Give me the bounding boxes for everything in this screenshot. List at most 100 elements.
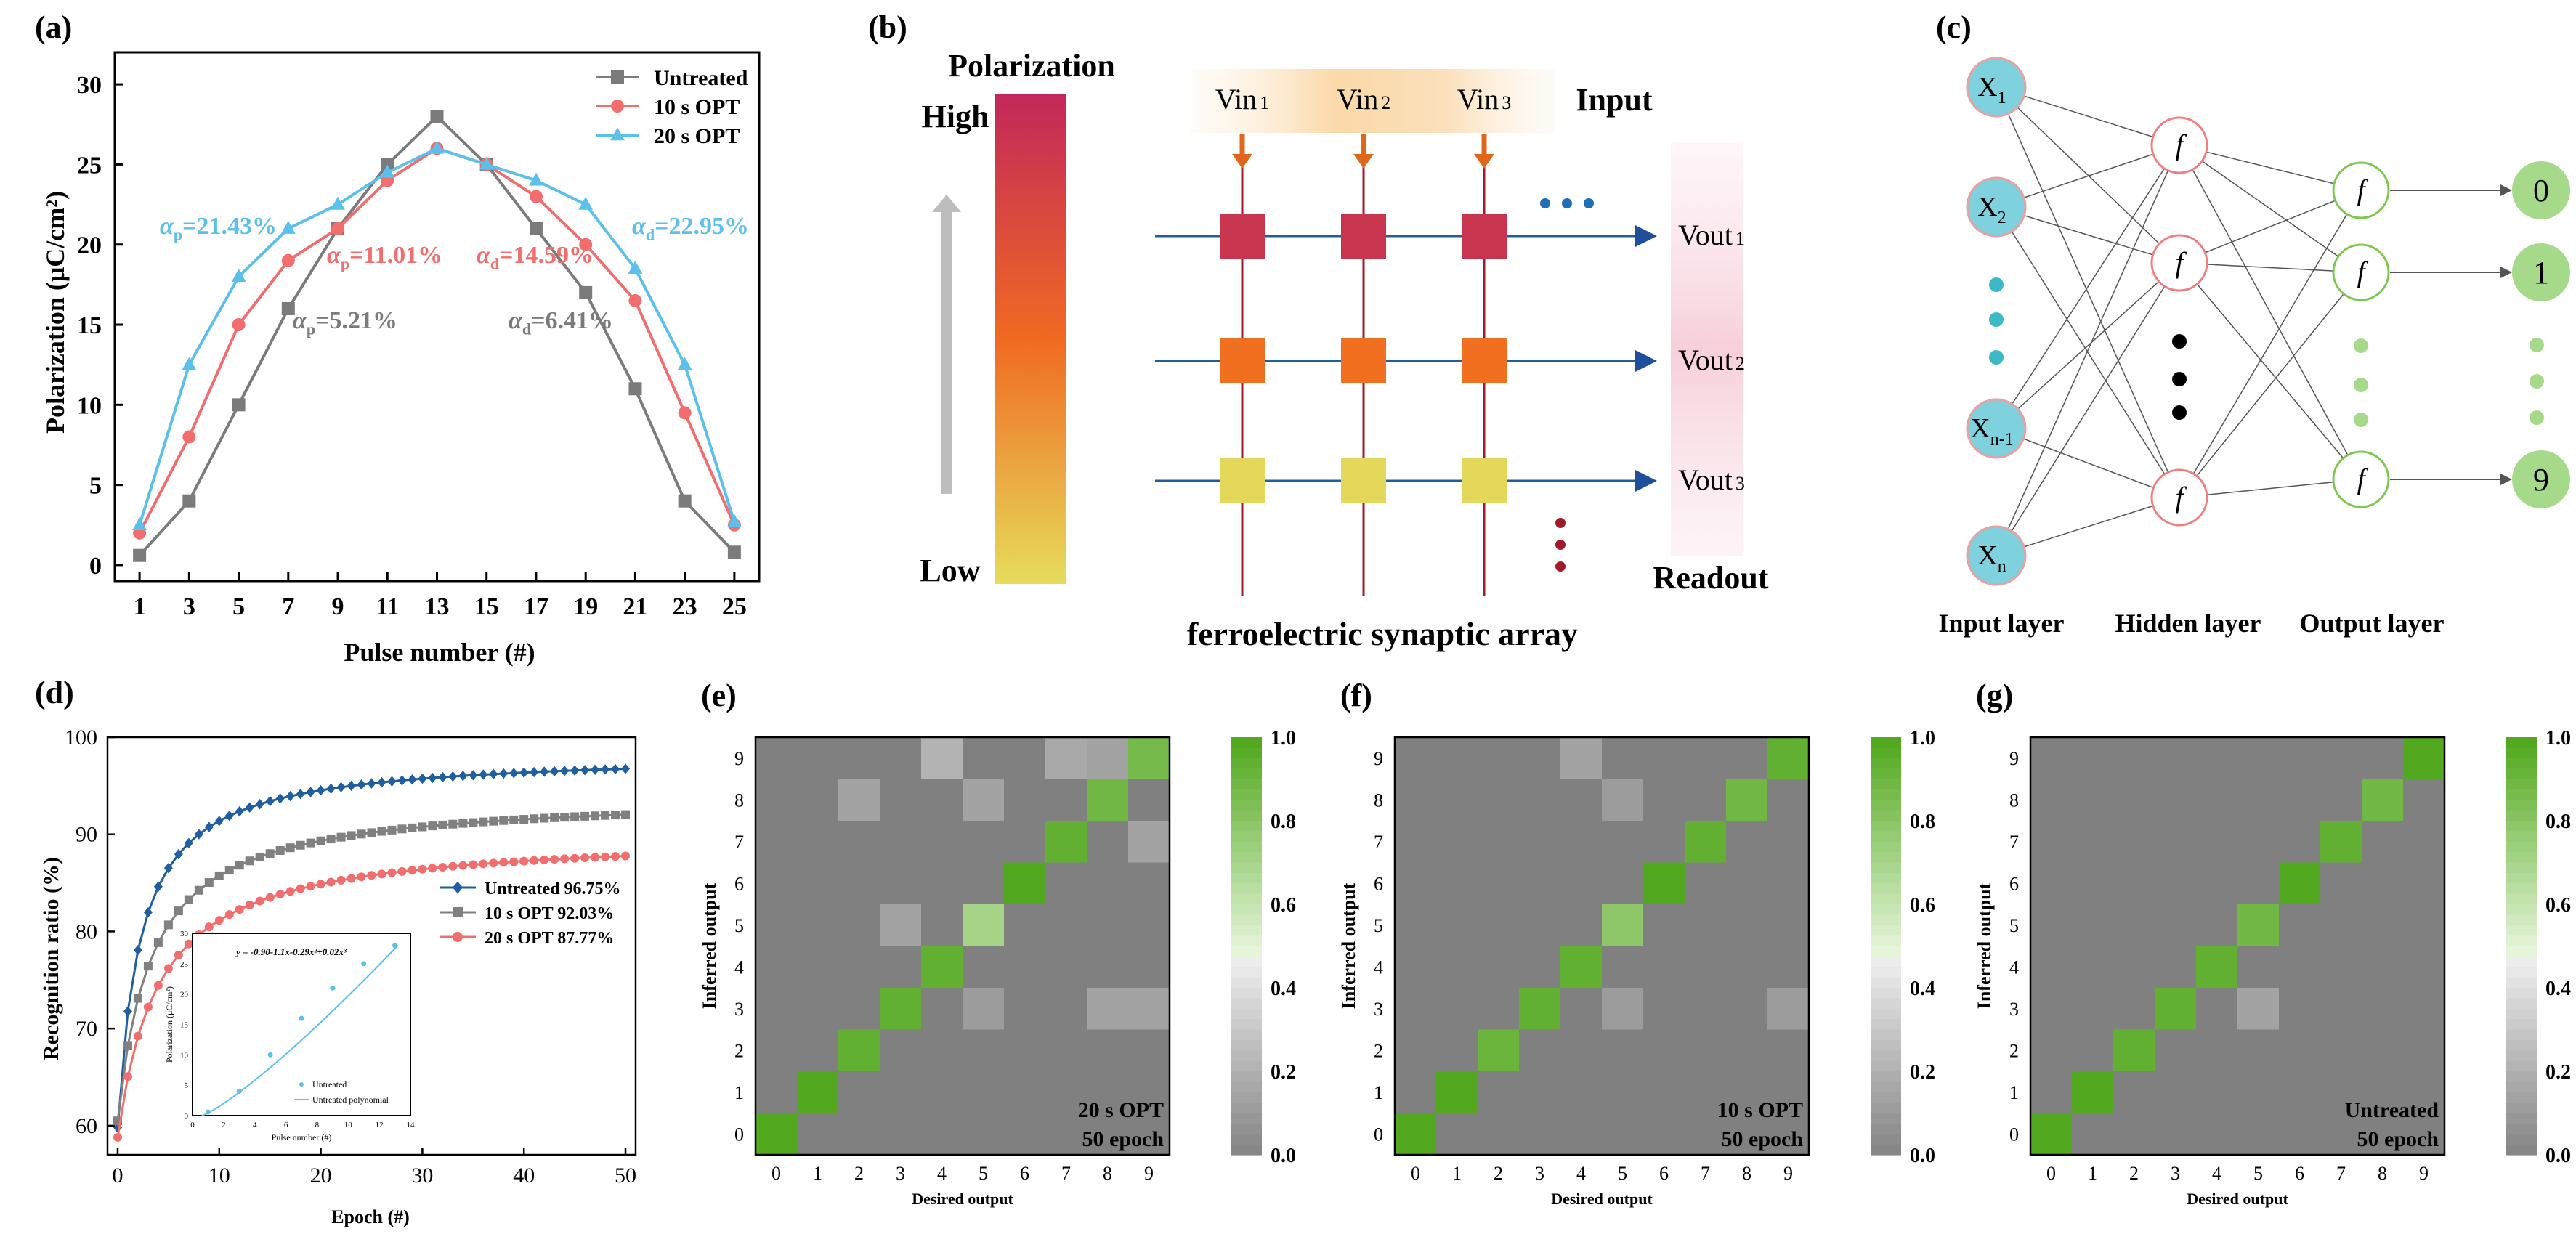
data-point — [448, 771, 458, 782]
connection — [1996, 86, 2180, 146]
data-point — [232, 398, 246, 412]
synaptic-cell — [1220, 214, 1265, 259]
data-point — [326, 835, 336, 844]
data-point — [143, 906, 153, 918]
array-caption: ferroelectric synaptic array — [1187, 615, 1578, 652]
data-point — [357, 829, 366, 839]
colorbar-segment — [1231, 977, 1262, 989]
inset-data-point — [267, 1052, 273, 1058]
data-point — [408, 774, 417, 785]
legend-label: 20 s OPT 87.77% — [485, 929, 614, 948]
data-point — [570, 853, 580, 863]
x-tick-label: 25 — [722, 593, 747, 620]
colorbar-segment — [1871, 789, 1901, 800]
data-point — [357, 779, 366, 790]
y-tick-label: 7 — [1374, 832, 1383, 853]
data-point — [580, 765, 590, 776]
matrix-cell-diagonal — [880, 988, 921, 1030]
y-tick-label: 5 — [1374, 915, 1383, 936]
colorbar-segment — [2506, 977, 2537, 989]
colorbar-segment — [1871, 831, 1901, 843]
colorbar-segment — [1231, 1123, 1262, 1134]
hidden-node — [2150, 234, 2208, 292]
output-ellipsis-dot — [2354, 378, 2368, 392]
inset-frame — [192, 933, 411, 1116]
colorbar-segment — [1871, 1019, 1901, 1031]
x-tick-label: 6 — [1020, 1163, 1029, 1184]
data-point — [469, 770, 478, 781]
x-tick-label: 0 — [771, 1163, 781, 1184]
x-tick-label: 5 — [979, 1163, 988, 1184]
data-point — [184, 837, 193, 849]
input-ellipsis-dot — [1989, 277, 2004, 292]
data-point — [296, 884, 305, 893]
matrix-cell — [880, 904, 921, 946]
connection — [1996, 206, 2180, 498]
note-epoch: 50 epoch — [2357, 1127, 2439, 1151]
x-tick-label: 0 — [2046, 1163, 2056, 1184]
matrix-cell-diagonal — [2155, 988, 2196, 1030]
colorbar-segment — [2506, 998, 2537, 1010]
colorbar-segment — [2506, 946, 2537, 957]
matrix-cell-diagonal — [1395, 1113, 1436, 1155]
result-node — [2512, 161, 2570, 219]
colorbar-segment — [2506, 1134, 2537, 1145]
data-point — [306, 838, 315, 848]
alpha-annotation: αp=11.01% — [327, 242, 442, 273]
colorbar-segment — [1871, 1113, 1901, 1124]
matrix-cell-diagonal — [1087, 779, 1128, 821]
data-point — [224, 910, 234, 920]
polarization-title: Polarization — [948, 48, 1115, 84]
result-ellipsis-dot — [2530, 338, 2544, 352]
data-point — [519, 815, 529, 824]
data-point — [224, 866, 234, 875]
colorbar-segment — [1231, 779, 1262, 790]
data-point — [469, 818, 478, 827]
data-point — [123, 1041, 132, 1050]
data-point — [578, 196, 594, 210]
data-point — [347, 831, 356, 840]
matrix-cell-diagonal — [2237, 904, 2279, 946]
output-layer-label: Output layer — [2299, 609, 2444, 638]
data-point — [245, 856, 254, 866]
data-point — [489, 816, 498, 826]
colorbar-segment — [2506, 747, 2537, 759]
x-tick-label: 4 — [937, 1163, 947, 1184]
matrix-cell-diagonal — [1602, 904, 1643, 946]
data-point — [530, 814, 539, 824]
input-node — [1966, 525, 2027, 586]
input-node — [1966, 176, 2027, 238]
inset-y-tick-label: 5 — [185, 1081, 189, 1090]
data-point — [448, 819, 458, 829]
data-point — [628, 293, 642, 307]
data-point — [429, 140, 445, 154]
connection — [1996, 86, 2180, 264]
y-tick-label: 90 — [76, 823, 97, 847]
data-point — [316, 836, 325, 845]
data-point — [540, 813, 549, 823]
y-tick-label: 9 — [734, 748, 744, 769]
hidden-ellipsis-dot — [2172, 334, 2187, 349]
colorbar-tick-label: 0.4 — [1271, 978, 1296, 1000]
colorbar-segment — [1871, 925, 1901, 936]
inset-x-tick-label: 6 — [284, 1121, 288, 1129]
data-point — [336, 832, 346, 842]
colorbar-segment — [1231, 852, 1262, 864]
connection — [2179, 262, 2362, 273]
alpha-annotation: αd=6.41% — [509, 307, 613, 338]
note-epoch: 50 epoch — [1082, 1127, 1165, 1151]
y-tick-label: 15 — [77, 312, 102, 339]
colorbar-segment — [1231, 872, 1262, 884]
data-point — [316, 784, 325, 796]
data-point — [570, 765, 580, 776]
colorbar-tick-label: 0.4 — [1910, 978, 1935, 1000]
colorbar-segment — [1871, 1123, 1901, 1134]
x-tick-label: 21 — [623, 593, 647, 620]
data-point — [357, 872, 366, 882]
data-point — [601, 852, 610, 861]
y-tick-label: 8 — [2009, 789, 2019, 811]
colorbar-segment — [1871, 1081, 1901, 1093]
x-tick-label: 11 — [376, 593, 399, 620]
